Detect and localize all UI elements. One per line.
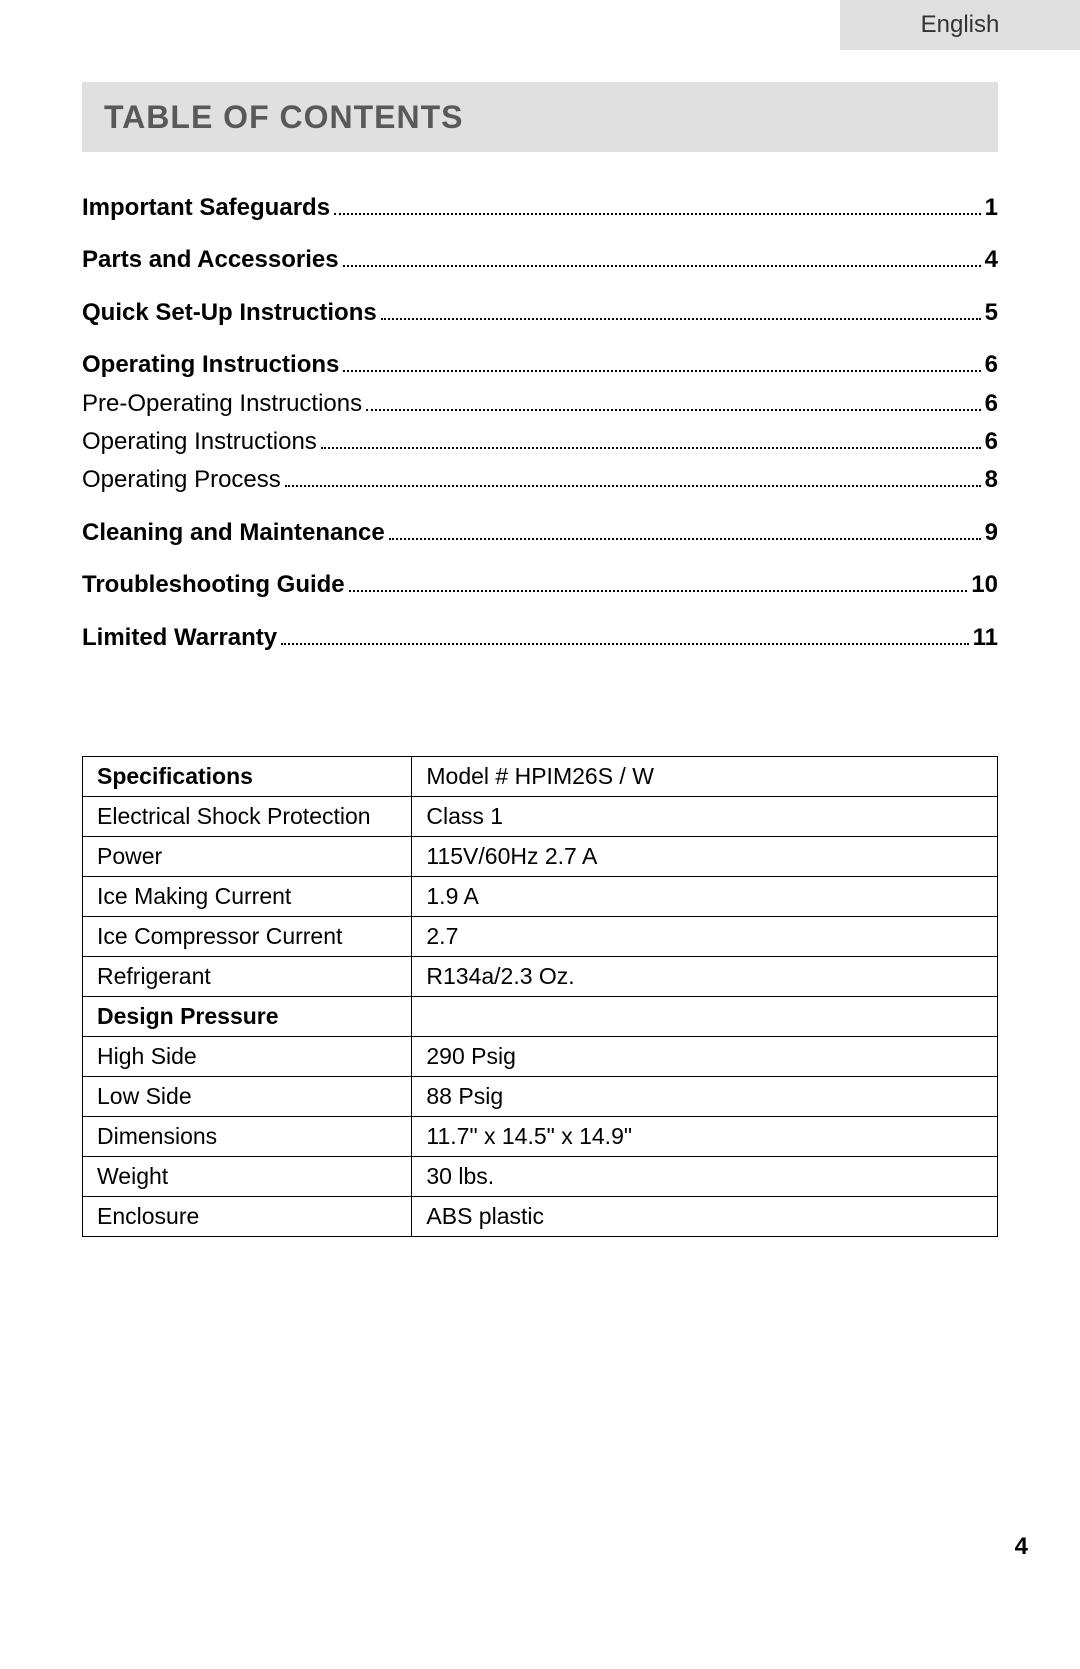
spec-value-cell: 115V/60Hz 2.7 A [412,837,998,877]
table-row: Low Side88 Psig [83,1077,998,1117]
spec-value-cell: Model # HPIM26S / W [412,757,998,797]
toc-label: Cleaning and Maintenance [82,517,385,549]
toc-label: Operating Instructions [82,349,339,381]
toc-leader-dots [366,409,981,411]
toc-row: Important Safeguards 1 [82,192,998,224]
table-row: Ice Compressor Current2.7 [83,917,998,957]
spec-value-cell: 290 Psig [412,1037,998,1077]
page-title: TABLE OF CONTENTS [104,99,464,136]
toc-label: Pre-Operating Instructions [82,388,362,420]
spec-label-cell: Low Side [83,1077,412,1117]
toc-leader-dots [334,213,981,215]
spec-value-cell: 2.7 [412,917,998,957]
table-row: Design Pressure [83,997,998,1037]
toc-row: Operating Process 8 [82,464,998,496]
toc-page: 9 [985,517,998,549]
toc-row: Operating Instructions 6 [82,349,998,381]
toc-row: Cleaning and Maintenance 9 [82,517,998,549]
toc-page: 6 [985,426,998,458]
toc-label: Operating Instructions [82,426,317,458]
toc-page: 6 [985,349,998,381]
toc-label: Parts and Accessories [82,244,339,276]
spec-value-cell: Class 1 [412,797,998,837]
heading-bar: TABLE OF CONTENTS [82,82,998,152]
table-of-contents: Important Safeguards 1 Parts and Accessori… [82,192,998,660]
toc-leader-dots [381,318,981,320]
spec-label-cell: Weight [83,1157,412,1197]
toc-label: Troubleshooting Guide [82,569,345,601]
toc-label: Quick Set-Up Instructions [82,297,377,329]
table-row: Weight30 lbs. [83,1157,998,1197]
toc-leader-dots [343,265,981,267]
toc-label: Operating Process [82,464,281,496]
toc-row: Pre-Operating Instructions 6 [82,388,998,420]
table-row: Power115V/60Hz 2.7 A [83,837,998,877]
spec-label-cell: Power [83,837,412,877]
spec-label-cell: Refrigerant [83,957,412,997]
spec-label-cell: Design Pressure [83,997,412,1037]
spec-label-cell: Specifications [83,757,412,797]
toc-row: Parts and Accessories 4 [82,244,998,276]
table-row: EnclosureABS plastic [83,1197,998,1237]
toc-page: 1 [985,192,998,224]
toc-leader-dots [343,370,980,372]
toc-row: Troubleshooting Guide 10 [82,569,998,601]
spec-value-cell: 1.9 A [412,877,998,917]
toc-row: Operating Instructions 6 [82,426,998,458]
table-row: SpecificationsModel # HPIM26S / W [83,757,998,797]
toc-label: Important Safeguards [82,192,330,224]
toc-row: Limited Warranty 11 [82,622,998,654]
toc-label: Limited Warranty [82,622,277,654]
page-number: 4 [1015,1533,1028,1561]
spec-value-cell [412,997,998,1037]
table-row: Dimensions11.7" x 14.5" x 14.9" [83,1117,998,1157]
spec-value-cell: R134a/2.3 Oz. [412,957,998,997]
spec-value-cell: 30 lbs. [412,1157,998,1197]
toc-page: 5 [985,297,998,329]
table-row: Electrical Shock ProtectionClass 1 [83,797,998,837]
spec-label-cell: Ice Compressor Current [83,917,412,957]
table-row: High Side290 Psig [83,1037,998,1077]
toc-leader-dots [281,643,968,645]
toc-leader-dots [285,485,981,487]
toc-leader-dots [389,538,981,540]
spec-label-cell: Enclosure [83,1197,412,1237]
language-tab: English [840,0,1080,50]
spec-label-cell: Ice Making Current [83,877,412,917]
toc-page: 8 [985,464,998,496]
spec-label-cell: High Side [83,1037,412,1077]
specifications-table: SpecificationsModel # HPIM26S / WElectri… [82,756,998,1237]
language-label: English [921,11,1000,39]
toc-page: 10 [971,569,998,601]
toc-leader-dots [349,590,968,592]
spec-label-cell: Electrical Shock Protection [83,797,412,837]
toc-page: 4 [985,244,998,276]
spec-value-cell: 11.7" x 14.5" x 14.9" [412,1117,998,1157]
toc-page: 6 [985,388,998,420]
toc-row: Quick Set-Up Instructions 5 [82,297,998,329]
toc-leader-dots [321,447,981,449]
table-row: RefrigerantR134a/2.3 Oz. [83,957,998,997]
toc-page: 11 [973,622,998,654]
spec-value-cell: 88 Psig [412,1077,998,1117]
spec-label-cell: Dimensions [83,1117,412,1157]
spec-value-cell: ABS plastic [412,1197,998,1237]
table-row: Ice Making Current1.9 A [83,877,998,917]
